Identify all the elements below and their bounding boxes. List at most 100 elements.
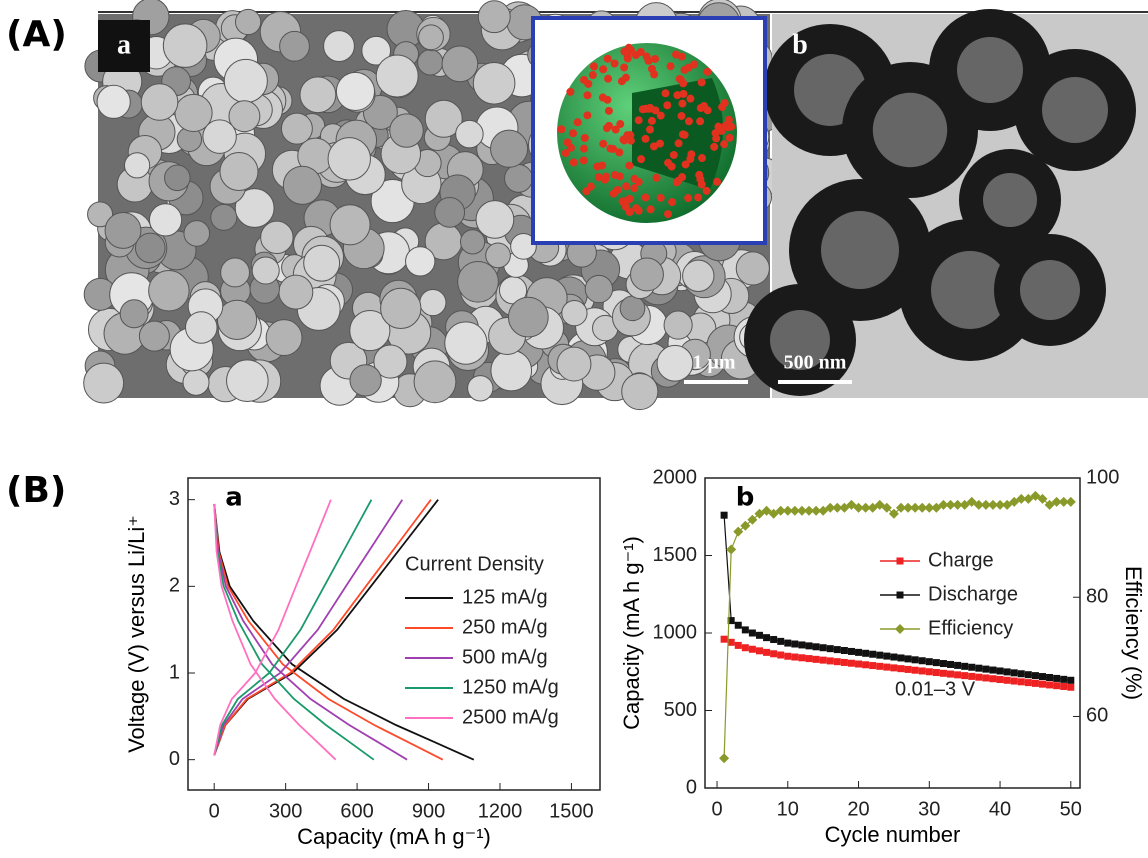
marker: [1023, 493, 1034, 504]
marker: [931, 502, 942, 513]
x-tick-label: 50: [1060, 798, 1082, 820]
y-tick-label: 3: [169, 488, 180, 510]
y2-tick-label: 80: [1086, 586, 1108, 608]
particle: [223, 58, 268, 104]
legend-title: Current Density: [405, 553, 544, 575]
marker: [741, 626, 749, 634]
dot: [714, 122, 723, 131]
particle: [361, 35, 392, 66]
particle: [457, 260, 499, 303]
marker: [826, 645, 834, 653]
marker: [840, 658, 848, 666]
marker: [1053, 674, 1061, 682]
particle: [417, 49, 444, 76]
dot: [644, 56, 653, 65]
marker: [968, 672, 976, 680]
particle: [265, 319, 303, 357]
marker: [812, 655, 820, 663]
marker: [1031, 679, 1039, 687]
legend-label: Efficiency: [928, 617, 1013, 639]
y-tick-label: 2000: [653, 466, 698, 488]
marker: [961, 662, 969, 670]
dot: [668, 198, 677, 207]
marker: [846, 499, 857, 510]
marker: [775, 505, 786, 516]
dot: [679, 89, 688, 98]
dot: [694, 193, 703, 202]
particle: [735, 251, 770, 286]
marker: [805, 642, 813, 650]
particle: [96, 84, 131, 119]
marker: [726, 544, 737, 555]
plot-frame: [187, 477, 601, 791]
marker: [932, 669, 940, 677]
marker: [1024, 671, 1032, 679]
particle: [504, 163, 533, 193]
marker: [1009, 496, 1020, 507]
particle: [561, 300, 588, 327]
marker: [1003, 668, 1011, 676]
marker: [968, 663, 976, 671]
particle: [140, 83, 179, 121]
particle: [441, 45, 479, 83]
marker: [1067, 676, 1075, 684]
dot: [610, 59, 619, 68]
particle: [148, 203, 183, 237]
dot: [594, 173, 603, 182]
marker: [755, 647, 763, 655]
marker: [954, 671, 962, 679]
marker: [755, 631, 763, 639]
dot: [636, 48, 645, 57]
marker: [740, 520, 751, 531]
marker: [874, 499, 885, 510]
particle: [278, 274, 314, 310]
particle: [87, 201, 114, 228]
dot: [619, 135, 628, 144]
particle: [182, 368, 210, 396]
legend-marker: [896, 591, 904, 599]
legend-label: Discharge: [928, 583, 1018, 605]
marker: [975, 664, 983, 672]
particle: [174, 93, 213, 132]
particle: [380, 287, 422, 330]
y-tick-label: 1500: [653, 544, 698, 566]
dot: [579, 156, 588, 165]
particle: [138, 320, 170, 352]
dot: [598, 93, 607, 102]
marker: [947, 660, 955, 668]
dot: [656, 139, 665, 148]
marker: [855, 648, 863, 656]
series-line: [213, 499, 444, 761]
marker: [883, 652, 891, 660]
marker: [789, 505, 800, 516]
marker: [1060, 682, 1068, 690]
dot: [720, 140, 729, 149]
particle: [282, 165, 322, 205]
marker: [996, 676, 1004, 683]
particle: [279, 30, 310, 62]
dot: [630, 184, 639, 193]
legend-label: 1250 mA/g: [462, 676, 559, 698]
x-tick-label: 300: [269, 800, 302, 822]
marker: [727, 617, 735, 625]
particle-core: [983, 173, 1037, 227]
dot: [674, 139, 683, 148]
sphere-dots: [557, 43, 736, 219]
particle: [83, 362, 125, 404]
particle: [418, 24, 444, 51]
particle: [629, 257, 664, 292]
dot: [651, 54, 660, 63]
dot: [617, 77, 626, 86]
marker: [959, 499, 970, 510]
marker: [939, 669, 947, 677]
particle: [472, 61, 516, 105]
marker: [754, 508, 765, 519]
x-tick-label: 20: [847, 798, 869, 820]
marker: [1065, 496, 1076, 507]
marker: [904, 665, 912, 673]
particle: [216, 299, 258, 341]
particle: [424, 99, 463, 138]
marker: [1031, 672, 1039, 680]
marker: [784, 652, 792, 660]
dot: [620, 47, 629, 56]
